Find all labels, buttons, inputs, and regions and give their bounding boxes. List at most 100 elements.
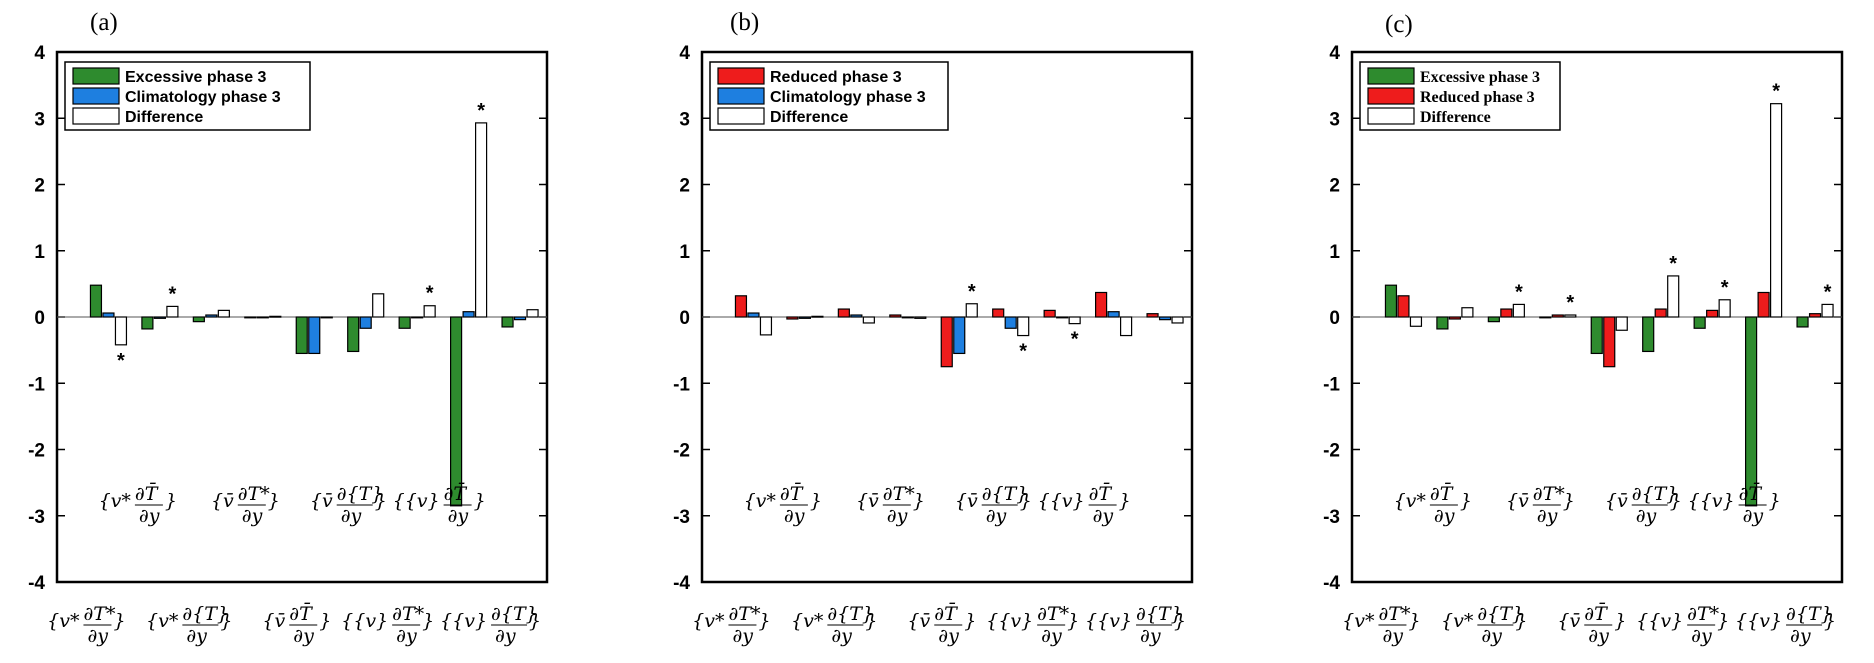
- bar-blue: [256, 316, 269, 319]
- svg-text:∂T̄: ∂T̄: [289, 602, 313, 625]
- svg-text:}: }: [1460, 490, 1472, 512]
- svg-text:}: }: [1824, 610, 1836, 632]
- significance-marker: *: [1721, 277, 1729, 299]
- bar-red: [992, 308, 1005, 318]
- legend-swatch-red: [717, 67, 765, 85]
- svg-text:∂T*: ∂T*: [1533, 483, 1565, 505]
- bar-white: [965, 303, 978, 318]
- panel-label: (c): [1385, 11, 1413, 38]
- category-label-upper: {{v} ∂T̄∂y}: [1038, 482, 1131, 527]
- bar-red: [734, 295, 748, 318]
- legend-swatch-white: [72, 107, 120, 125]
- y-tick-label: 1: [679, 242, 690, 263]
- svg-text:}: }: [810, 490, 822, 512]
- panel-label: (a): [90, 9, 118, 36]
- significance-marker: *: [1071, 329, 1079, 351]
- svg-text:}: }: [1119, 490, 1131, 512]
- bar-white: [217, 309, 230, 318]
- svg-text:}: }: [529, 610, 541, 632]
- category-label-lower: {v* ∂{T}∂y}: [791, 603, 877, 647]
- y-tick-label: 3: [679, 109, 690, 130]
- bar-red: [1448, 316, 1462, 320]
- bar-white: [269, 315, 282, 318]
- svg-text:∂T̄: ∂T̄: [1089, 482, 1113, 505]
- svg-text:∂T̄: ∂T̄: [1739, 482, 1763, 505]
- category-label-lower: {v* ∂T*∂y}: [1342, 603, 1420, 647]
- significance-marker: *: [1772, 81, 1780, 103]
- legend-entry: Difference: [1420, 109, 1491, 126]
- category-label-lower: {{v} ∂{T}∂y}: [1085, 603, 1186, 647]
- significance-marker: *: [1824, 281, 1832, 303]
- svg-text:∂y: ∂y: [396, 625, 417, 647]
- bar-white: [320, 316, 333, 319]
- significance-marker: *: [117, 350, 125, 372]
- svg-text:∂T*: ∂T*: [728, 603, 760, 625]
- svg-text:{{v}: {{v}: [1085, 610, 1132, 632]
- category-label-upper: {v* ∂T̄∂y}: [1394, 482, 1472, 527]
- svg-text:∂T̄: ∂T̄: [444, 482, 468, 505]
- bar-green: [1487, 316, 1500, 323]
- svg-text:∂{T}: ∂{T}: [827, 603, 874, 625]
- y-tick-label: -2: [28, 441, 45, 462]
- bar-blue: [359, 316, 372, 329]
- svg-text:∂T̄: ∂T̄: [135, 482, 159, 505]
- svg-text:∂y: ∂y: [938, 625, 959, 647]
- svg-text:}: }: [1563, 490, 1575, 512]
- bar-red: [1706, 309, 1719, 318]
- bar-blue: [901, 316, 914, 319]
- bar-green: [450, 316, 463, 507]
- category-label-lower: {v* ∂{T}∂y}: [1441, 603, 1527, 647]
- svg-text:{{v}: {{v}: [1038, 490, 1085, 512]
- svg-text:∂T*: ∂T*: [83, 603, 115, 625]
- svg-text:{v*: {v*: [692, 610, 725, 632]
- svg-text:∂y: ∂y: [1140, 625, 1161, 647]
- significance-marker: *: [477, 100, 485, 122]
- bar-red: [1146, 313, 1159, 318]
- svg-text:}: }: [1717, 610, 1729, 632]
- legend-entry: Excessive phase 3: [125, 69, 267, 86]
- svg-text:}: }: [319, 610, 331, 632]
- legend-entry: Reduced phase 3: [1420, 89, 1535, 106]
- y-tick-label: -2: [673, 441, 690, 462]
- svg-text:∂y: ∂y: [1636, 505, 1657, 527]
- bar-white: [475, 122, 488, 318]
- bar-white: [1718, 299, 1731, 318]
- svg-text:}: }: [1174, 610, 1186, 632]
- svg-text:{v*: {v*: [744, 490, 777, 512]
- svg-text:{v̄: {v̄: [1506, 490, 1529, 512]
- bar-white: [166, 305, 179, 318]
- y-tick-label: -3: [1323, 507, 1340, 528]
- svg-text:{v*: {v*: [146, 610, 179, 632]
- svg-text:}: }: [474, 490, 486, 512]
- svg-text:∂T̄: ∂T̄: [1584, 602, 1608, 625]
- panel-1: (b) -4 -3 -2 -1 0 1 2 3 4 * * * Reduced phase 3 Climat…: [673, 9, 1194, 647]
- svg-text:∂T̄: ∂T̄: [1430, 482, 1454, 505]
- y-tick-label: 2: [34, 176, 45, 197]
- bar-green: [244, 316, 257, 319]
- bar-blue: [513, 316, 527, 321]
- category-label-upper: {v* ∂T̄∂y}: [99, 482, 177, 527]
- significance-marker: *: [1669, 253, 1677, 275]
- category-label-lower: {v* ∂{T}∂y}: [146, 603, 232, 647]
- significance-marker: *: [1566, 292, 1574, 314]
- svg-text:}: }: [113, 610, 125, 632]
- bar-white: [1821, 303, 1834, 318]
- svg-text:}: }: [913, 490, 925, 512]
- svg-text:{{v}: {{v}: [1636, 610, 1683, 632]
- bar-blue: [953, 316, 966, 355]
- bar-red: [837, 308, 850, 318]
- svg-text:{v̄: {v̄: [1605, 490, 1628, 512]
- bar-blue: [1056, 316, 1069, 319]
- category-label-upper: {v̄ ∂{T}∂y}: [310, 483, 387, 527]
- category-label-upper: {v̄ ∂{T}∂y}: [1605, 483, 1682, 527]
- legend-entry: Climatology phase 3: [125, 89, 281, 106]
- bar-green: [295, 316, 308, 355]
- significance-marker: *: [169, 283, 177, 305]
- svg-text:{v*: {v*: [47, 610, 80, 632]
- category-label-upper: {v* ∂T̄∂y}: [744, 482, 822, 527]
- svg-text:∂y: ∂y: [341, 505, 362, 527]
- svg-text:∂y: ∂y: [1481, 625, 1502, 647]
- svg-text:}: }: [964, 610, 976, 632]
- bar-white: [114, 316, 128, 346]
- svg-text:∂{T}: ∂{T}: [1477, 603, 1524, 625]
